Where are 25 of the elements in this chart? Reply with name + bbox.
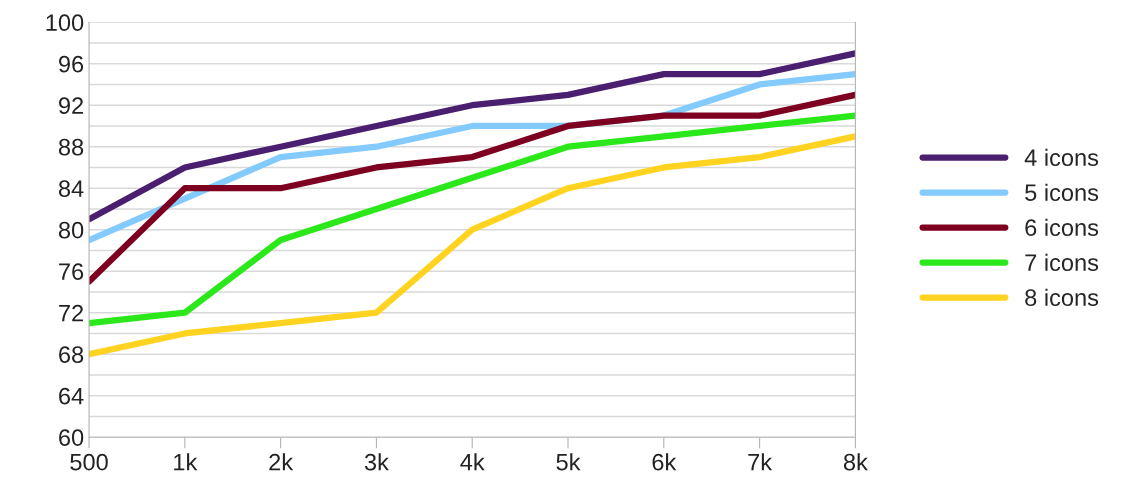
x-tick-label: 500: [70, 453, 108, 471]
y-tick-label: 84: [58, 180, 84, 197]
legend-label: 6 icons: [1025, 218, 1099, 237]
x-tick-label: 8k: [843, 453, 868, 471]
y-tick-label: 72: [59, 304, 83, 322]
x-tick-label: 1k: [174, 453, 198, 471]
y-tick-label: 64: [59, 387, 84, 405]
x-tick-label: 4k: [460, 453, 485, 471]
y-tick-label: 80: [58, 221, 84, 239]
y-tick-label: 96: [59, 55, 84, 73]
y-tick-label: 88: [58, 138, 84, 156]
legend-label: 8 icons: [1025, 288, 1099, 307]
x-tick-label: 5k: [556, 453, 581, 471]
x-tick-label: 7k: [748, 453, 773, 471]
y-tick-label: 60: [59, 429, 84, 446]
legend-label: 4 icons: [1024, 148, 1099, 167]
y-tick-label: 68: [59, 346, 84, 363]
x-tick-label: 6k: [652, 453, 677, 471]
x-tick-label: 2k: [269, 453, 294, 471]
legend-label: 7 icons: [1025, 253, 1099, 272]
x-tick-label: 3k: [364, 453, 389, 471]
y-tick-label: 92: [59, 97, 83, 115]
y-tick-label: 100: [46, 14, 84, 32]
legend-label: 5 icons: [1025, 183, 1099, 202]
y-tick-label: 76: [59, 263, 84, 280]
